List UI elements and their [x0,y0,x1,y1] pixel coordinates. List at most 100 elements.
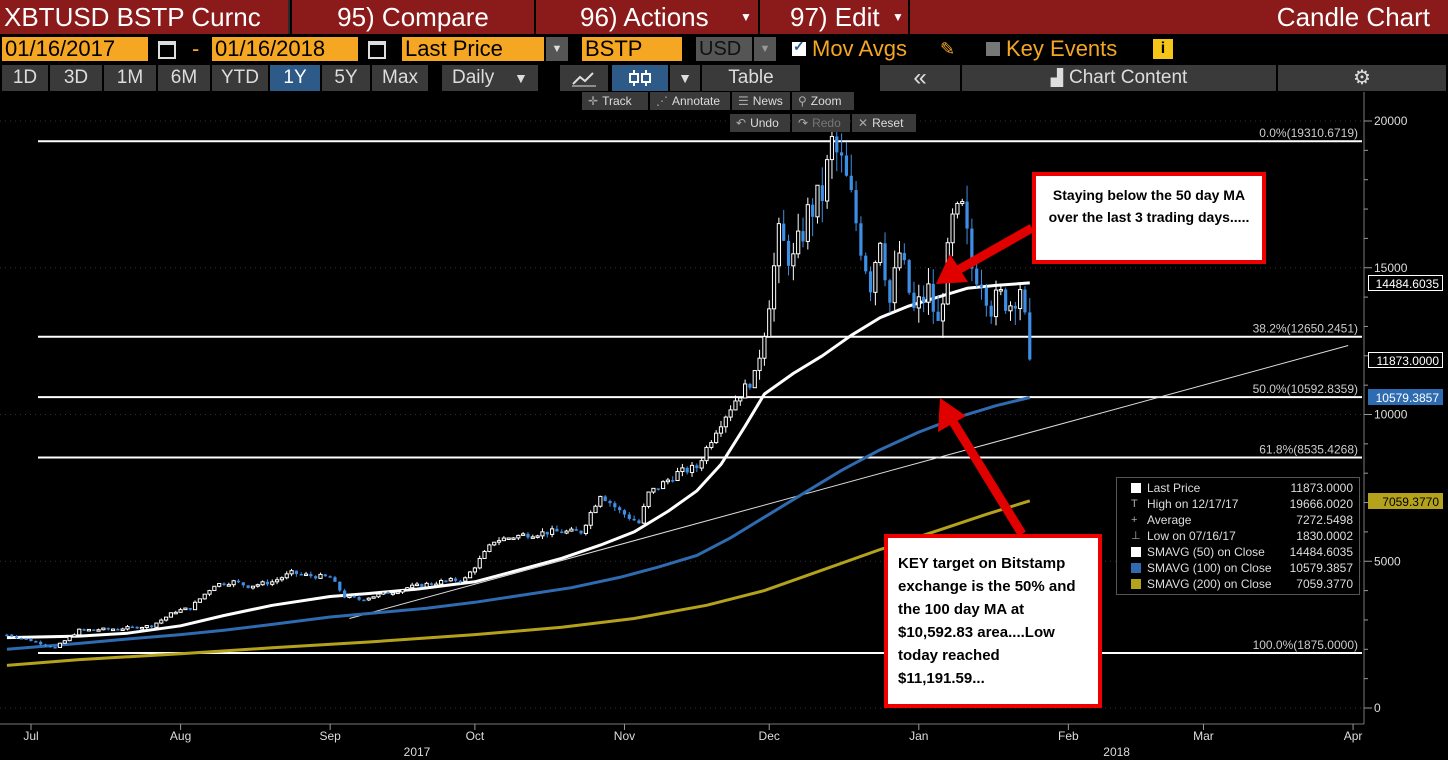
candle-body [386,592,390,594]
candle-body [429,583,434,585]
collapse-icon[interactable]: « [880,65,960,91]
candle-body [43,644,48,646]
candle-body [651,487,656,493]
candle-body [82,629,86,631]
actions-caret-icon: ▼ [740,10,752,24]
news-button[interactable]: ☰ News [732,92,790,110]
edit-label: 97) Edit [790,2,880,32]
legend-swatch [1131,579,1141,589]
legend: Last Price 11873.0000 T High on 12/17/17 196… [1116,477,1360,595]
edit-menu[interactable]: 97) Edit ▼ [758,0,908,34]
candle-body [222,583,226,585]
candle-body [236,580,241,583]
line-chart-button[interactable] [560,65,608,91]
currency-select[interactable]: USD [696,37,752,61]
candle-body [338,581,342,591]
chart-content-button[interactable]: ▟ Chart Content [962,65,1276,91]
reset-button[interactable]: ✕ Reset [852,114,916,132]
crosshair-icon: ✛ [588,94,599,108]
candle-chart-button[interactable] [612,65,668,91]
candle-body [709,442,714,448]
fib-label: 61.8%(8535.4268) [1259,442,1358,456]
field-select[interactable]: Last Price [402,37,544,61]
checkmark-icon: ✓ [793,38,805,54]
candle-body [782,223,786,241]
annotate-button[interactable]: ⋰ Annotate [650,92,730,110]
calendar-to-icon[interactable] [368,41,386,59]
compare-button[interactable]: 95) Compare [290,0,534,34]
key-events-checkbox[interactable] [986,42,1000,56]
period-button-5y[interactable]: 5Y [322,65,370,91]
mov-avgs-label[interactable]: Mov Avgs [812,36,907,61]
x-tick-label: Feb [1058,729,1079,743]
candle-body [284,573,289,579]
fib-label: 38.2%(12650.2451) [1253,322,1358,336]
candle-body [212,585,217,592]
calendar-from-icon[interactable] [158,41,176,59]
chart-style-caret-icon[interactable]: ▼ [670,65,700,91]
arrow-bottom-head [938,398,966,432]
undo-button[interactable]: ↶ Undo [730,114,790,132]
arrow-bottom-shaft [948,417,1026,537]
candle-body [299,574,303,576]
track-button[interactable]: ✛ Track [582,92,648,110]
legend-row: SMAVG (50) on Close 14484.6035 [1117,544,1357,560]
period-button-1d[interactable]: 1D [2,65,48,91]
ticker-label[interactable]: XBTUSD BSTP Curnc [0,0,288,34]
redo-button[interactable]: ↷ Redo [792,114,850,132]
candle-body [309,574,313,577]
candle-body [444,580,448,583]
candles [5,123,1032,649]
candle-body [506,537,511,540]
period-button-max[interactable]: Max [372,65,428,91]
table-button[interactable]: Table [702,65,800,91]
candle-body [613,503,617,508]
source-input[interactable]: BSTP [582,37,682,61]
candle-body [265,581,270,585]
x-tick-label: Jul [23,729,38,743]
legend-value: 14484.6035 [1289,545,1353,559]
zoom-button[interactable]: ⚲ Zoom [792,92,854,110]
candle-body [270,581,275,585]
frequency-select[interactable]: Daily ▼ [442,65,538,91]
pencil-icon[interactable]: ✎ [940,39,956,59]
chart-area[interactable]: 0.0%(19310.6719) 38.2%(12650.2451) 50.0%(1… [0,92,1448,760]
key-events-label[interactable]: Key Events [1006,36,1118,61]
period-button-6m[interactable]: 6M [158,65,210,91]
candle-body [888,280,892,303]
field-caret-icon[interactable]: ▼ [546,37,568,61]
legend-swatch [1131,483,1141,493]
candle-body [718,426,724,434]
annotate-label: Annotate [672,94,721,108]
trendline [349,345,1349,619]
candle-body [323,574,327,577]
period-button-1m[interactable]: 1M [104,65,156,91]
candle-body [849,175,853,191]
date-to-input[interactable]: 01/16/2018 [212,37,358,61]
candle-body [116,629,120,631]
candle-body [936,311,940,321]
edit-caret-icon: ▼ [892,10,904,24]
candle-body [892,267,897,304]
candle-body [564,530,569,534]
actions-menu[interactable]: 96) Actions ▼ [534,0,758,34]
period-button-1y[interactable]: 1Y [270,65,320,91]
settings-gear-icon[interactable]: ⚙ [1278,65,1446,91]
legend-label: SMAVG (100) on Close [1147,561,1272,575]
date-from-input[interactable]: 01/16/2017 [2,37,148,61]
candle-body [48,645,52,648]
candle-body [931,283,935,312]
candle-body [632,518,636,521]
candle-body [1013,305,1017,309]
fib-label: 0.0%(19310.6719) [1259,126,1358,140]
candle-body [950,213,955,244]
info-icon[interactable]: i [1153,39,1173,59]
candle-body [776,223,781,267]
currency-caret-icon[interactable]: ▼ [754,37,776,61]
period-button-3d[interactable]: 3D [50,65,102,91]
x-tick-label: Nov [614,729,635,743]
candle-body [767,308,772,338]
mov-avgs-checkbox[interactable]: ✓ [792,38,806,56]
period-button-ytd[interactable]: YTD [212,65,268,91]
candle-body [72,634,77,638]
